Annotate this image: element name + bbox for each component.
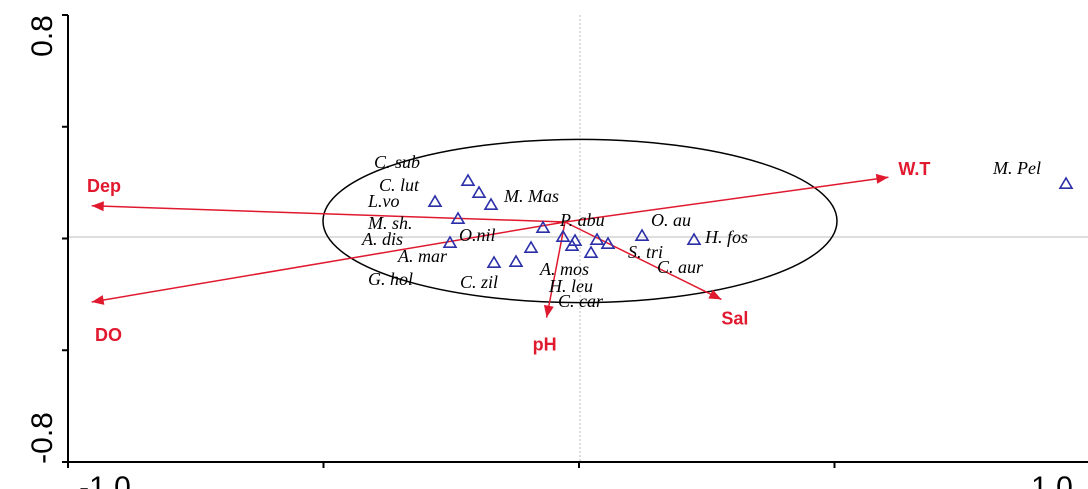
arrow-head-ph [543, 304, 554, 318]
arrow-head-wt [875, 173, 889, 184]
species-marker [634, 228, 650, 241]
species-label: C. car [558, 291, 604, 311]
species-label: C. sub [374, 152, 420, 172]
species-label: M. sh. [367, 213, 413, 233]
species-label: A. dis [361, 229, 403, 249]
y-tick-label-bottom: -0.8 [26, 412, 59, 464]
env-label-dep: Dep [87, 176, 121, 196]
x-tick-label-right: 1.0 [1031, 471, 1073, 489]
species-label: M. Pel [992, 158, 1041, 178]
species-points: C. sub C. lut M. Mas L.voM. sh. P. abu O. au O… [361, 152, 1074, 311]
species-marker [427, 194, 443, 207]
species-label: G. hol [368, 269, 413, 289]
species-marker [508, 254, 524, 268]
arrow-head-do [91, 295, 105, 305]
species-marker [583, 245, 599, 259]
species-marker [600, 236, 616, 249]
species-label: A. mar [397, 246, 448, 266]
species-label: C. aur [657, 257, 704, 277]
arrow-line-do [91, 221, 566, 303]
species-label: M. Mas [503, 186, 559, 206]
species-marker [483, 197, 499, 210]
axes [62, 14, 1088, 468]
species-marker [486, 255, 502, 269]
y-tick-label-top: 0.8 [26, 15, 59, 57]
arrow-line-dep [91, 205, 566, 223]
species-label: L.vo [367, 191, 400, 211]
species-marker [442, 235, 458, 248]
species-label: S. tri [628, 242, 663, 262]
species-marker [567, 233, 583, 246]
species-label: O.nil [459, 225, 496, 245]
arrow-head-sal [708, 289, 722, 300]
species-marker [523, 240, 539, 253]
species-label: C. lut [379, 175, 420, 195]
arrow-line-sal [564, 221, 722, 301]
env-label-do: DO [95, 325, 122, 345]
species-marker [686, 232, 702, 245]
species-marker [450, 211, 466, 224]
species-label: H. fos [704, 227, 748, 247]
cluster-ellipse [322, 138, 838, 304]
env-label-sal: Sal [721, 308, 748, 328]
species-marker [589, 232, 605, 245]
env-label-ph: pH [533, 335, 557, 355]
species-label: P. abu [559, 210, 605, 230]
species-marker [1058, 176, 1074, 189]
species-marker [460, 173, 476, 186]
species-label: O. au [651, 210, 691, 230]
species-label: C. zil [460, 272, 498, 292]
species-marker [535, 220, 551, 233]
environment-vectors: W.T Dep DO pH Sal [87, 159, 930, 354]
species-label: A. mos [539, 259, 589, 279]
env-label-wt: W.T [898, 159, 930, 179]
species-label: H. leu [548, 276, 593, 296]
species-marker [471, 185, 487, 198]
species-cluster-ellipse [322, 138, 838, 304]
species-marker [555, 229, 571, 242]
arrow-line-ph [545, 221, 566, 318]
axis-tick-labels: 0.8 -0.8 -1.0 1.0 [26, 15, 1073, 489]
arrow-line-wt [564, 176, 889, 223]
x-tick-label-left: -1.0 [79, 471, 131, 489]
arrow-head-dep [91, 201, 104, 212]
